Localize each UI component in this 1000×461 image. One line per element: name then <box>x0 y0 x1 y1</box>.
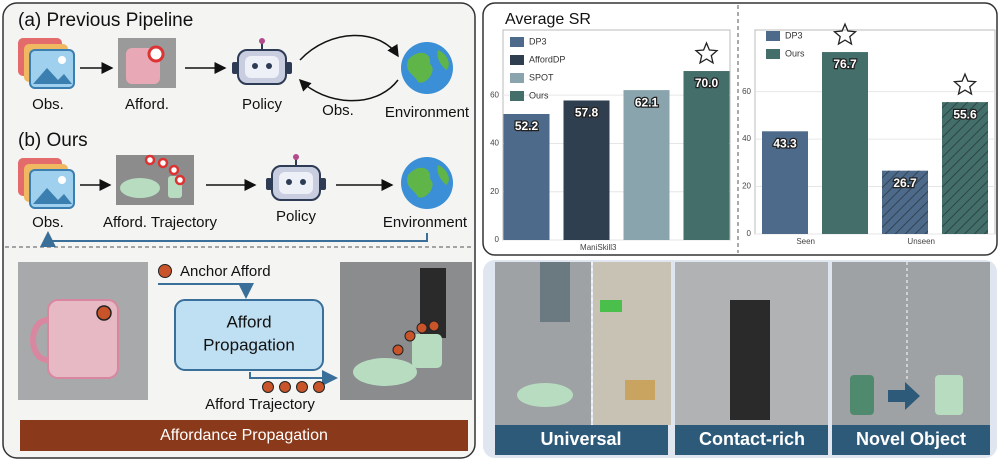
value-label: 76.7 <box>833 57 857 71</box>
bar <box>683 71 730 240</box>
output-label: Afford Trajectory <box>205 396 315 413</box>
node-label: Afford. <box>125 96 169 113</box>
node-label: Environment <box>383 214 468 231</box>
robot-scene-image <box>340 262 472 400</box>
legend-label: AffordDP <box>529 54 565 64</box>
environment-icon <box>401 42 453 94</box>
legend-swatch <box>766 49 780 59</box>
value-label: 57.8 <box>575 106 599 120</box>
y-tick-label: 20 <box>490 187 499 196</box>
arrow <box>249 370 338 386</box>
trajectory-dots <box>262 381 325 393</box>
demo-label: Universal <box>540 429 621 449</box>
bar-hatch <box>882 170 928 234</box>
arrow <box>158 283 254 299</box>
demo-banner <box>832 425 990 455</box>
legend-swatch <box>510 91 524 101</box>
arrow <box>298 78 399 102</box>
process-label: Propagation <box>203 335 295 354</box>
loop-label: Obs. <box>322 102 354 119</box>
process-box <box>174 299 324 371</box>
legend-label: Ours <box>785 48 805 58</box>
arrow <box>299 34 399 61</box>
afford-image <box>118 38 176 88</box>
afford-trajectory-image <box>116 154 194 205</box>
banner <box>20 420 468 451</box>
legend-swatch <box>766 31 780 41</box>
process-label: Afford <box>226 312 271 331</box>
legend-label: SPOT <box>529 72 554 82</box>
policy-icon <box>232 38 292 85</box>
value-label: 26.7 <box>893 176 917 190</box>
legend-label: DP3 <box>529 36 547 46</box>
value-label: 52.2 <box>515 119 539 133</box>
value-label: 62.1 <box>635 95 659 109</box>
node-label: Policy <box>276 208 317 225</box>
legend-swatch <box>510 73 524 83</box>
node-label: Policy <box>242 96 283 113</box>
value-label: 70.0 <box>695 76 719 90</box>
star-icon <box>694 41 719 65</box>
obs-icon <box>18 38 75 89</box>
demo-photos <box>495 262 990 425</box>
anchor-dot <box>158 264 172 278</box>
legend-label: DP3 <box>785 30 803 40</box>
y-tick-label: 0 <box>747 229 752 238</box>
y-tick-label: 60 <box>742 87 751 96</box>
node-label: Environment <box>385 104 470 121</box>
value-label: 55.6 <box>953 107 977 121</box>
banner-label: Affordance Propagation <box>160 427 328 444</box>
y-tick-label: 20 <box>742 182 751 191</box>
legend-label: Ours <box>529 90 549 100</box>
y-tick-label: 0 <box>495 235 500 244</box>
policy-icon <box>266 154 326 201</box>
star-icon <box>832 22 858 46</box>
y-tick-label: 40 <box>742 134 751 143</box>
legend-swatch <box>510 55 524 65</box>
mug-image <box>18 262 148 400</box>
y-tick-label: 40 <box>490 139 499 148</box>
section-title: (b) Ours <box>18 130 88 151</box>
y-tick-label: 60 <box>490 90 499 99</box>
chart-title: Average SR <box>505 11 591 28</box>
node-label: Afford. Trajectory <box>103 214 217 231</box>
demo-banner <box>495 425 668 455</box>
value-label: 43.3 <box>773 136 797 150</box>
bar-hatch <box>942 102 988 234</box>
legend-swatch <box>510 37 524 47</box>
x-tick-label: Unseen <box>907 237 935 246</box>
bar <box>623 90 670 240</box>
feedback-arrow <box>40 231 428 247</box>
section-title: (a) Previous Pipeline <box>18 10 193 31</box>
bar <box>563 100 610 240</box>
input-label: Anchor Afford <box>180 263 271 280</box>
x-tick-label: ManiSkill3 <box>580 243 617 252</box>
x-tick-label: Seen <box>796 237 815 246</box>
obs-icon <box>18 158 75 209</box>
demo-label: Contact-rich <box>699 429 805 449</box>
node-label: Obs. <box>32 96 64 113</box>
bar <box>503 114 550 240</box>
demo-label: Novel Object <box>856 429 966 449</box>
demo-banner <box>675 425 828 455</box>
environment-icon <box>401 157 453 209</box>
node-label: Obs. <box>32 214 64 231</box>
star-icon <box>952 72 978 96</box>
bar <box>762 131 808 234</box>
bar <box>822 52 868 234</box>
